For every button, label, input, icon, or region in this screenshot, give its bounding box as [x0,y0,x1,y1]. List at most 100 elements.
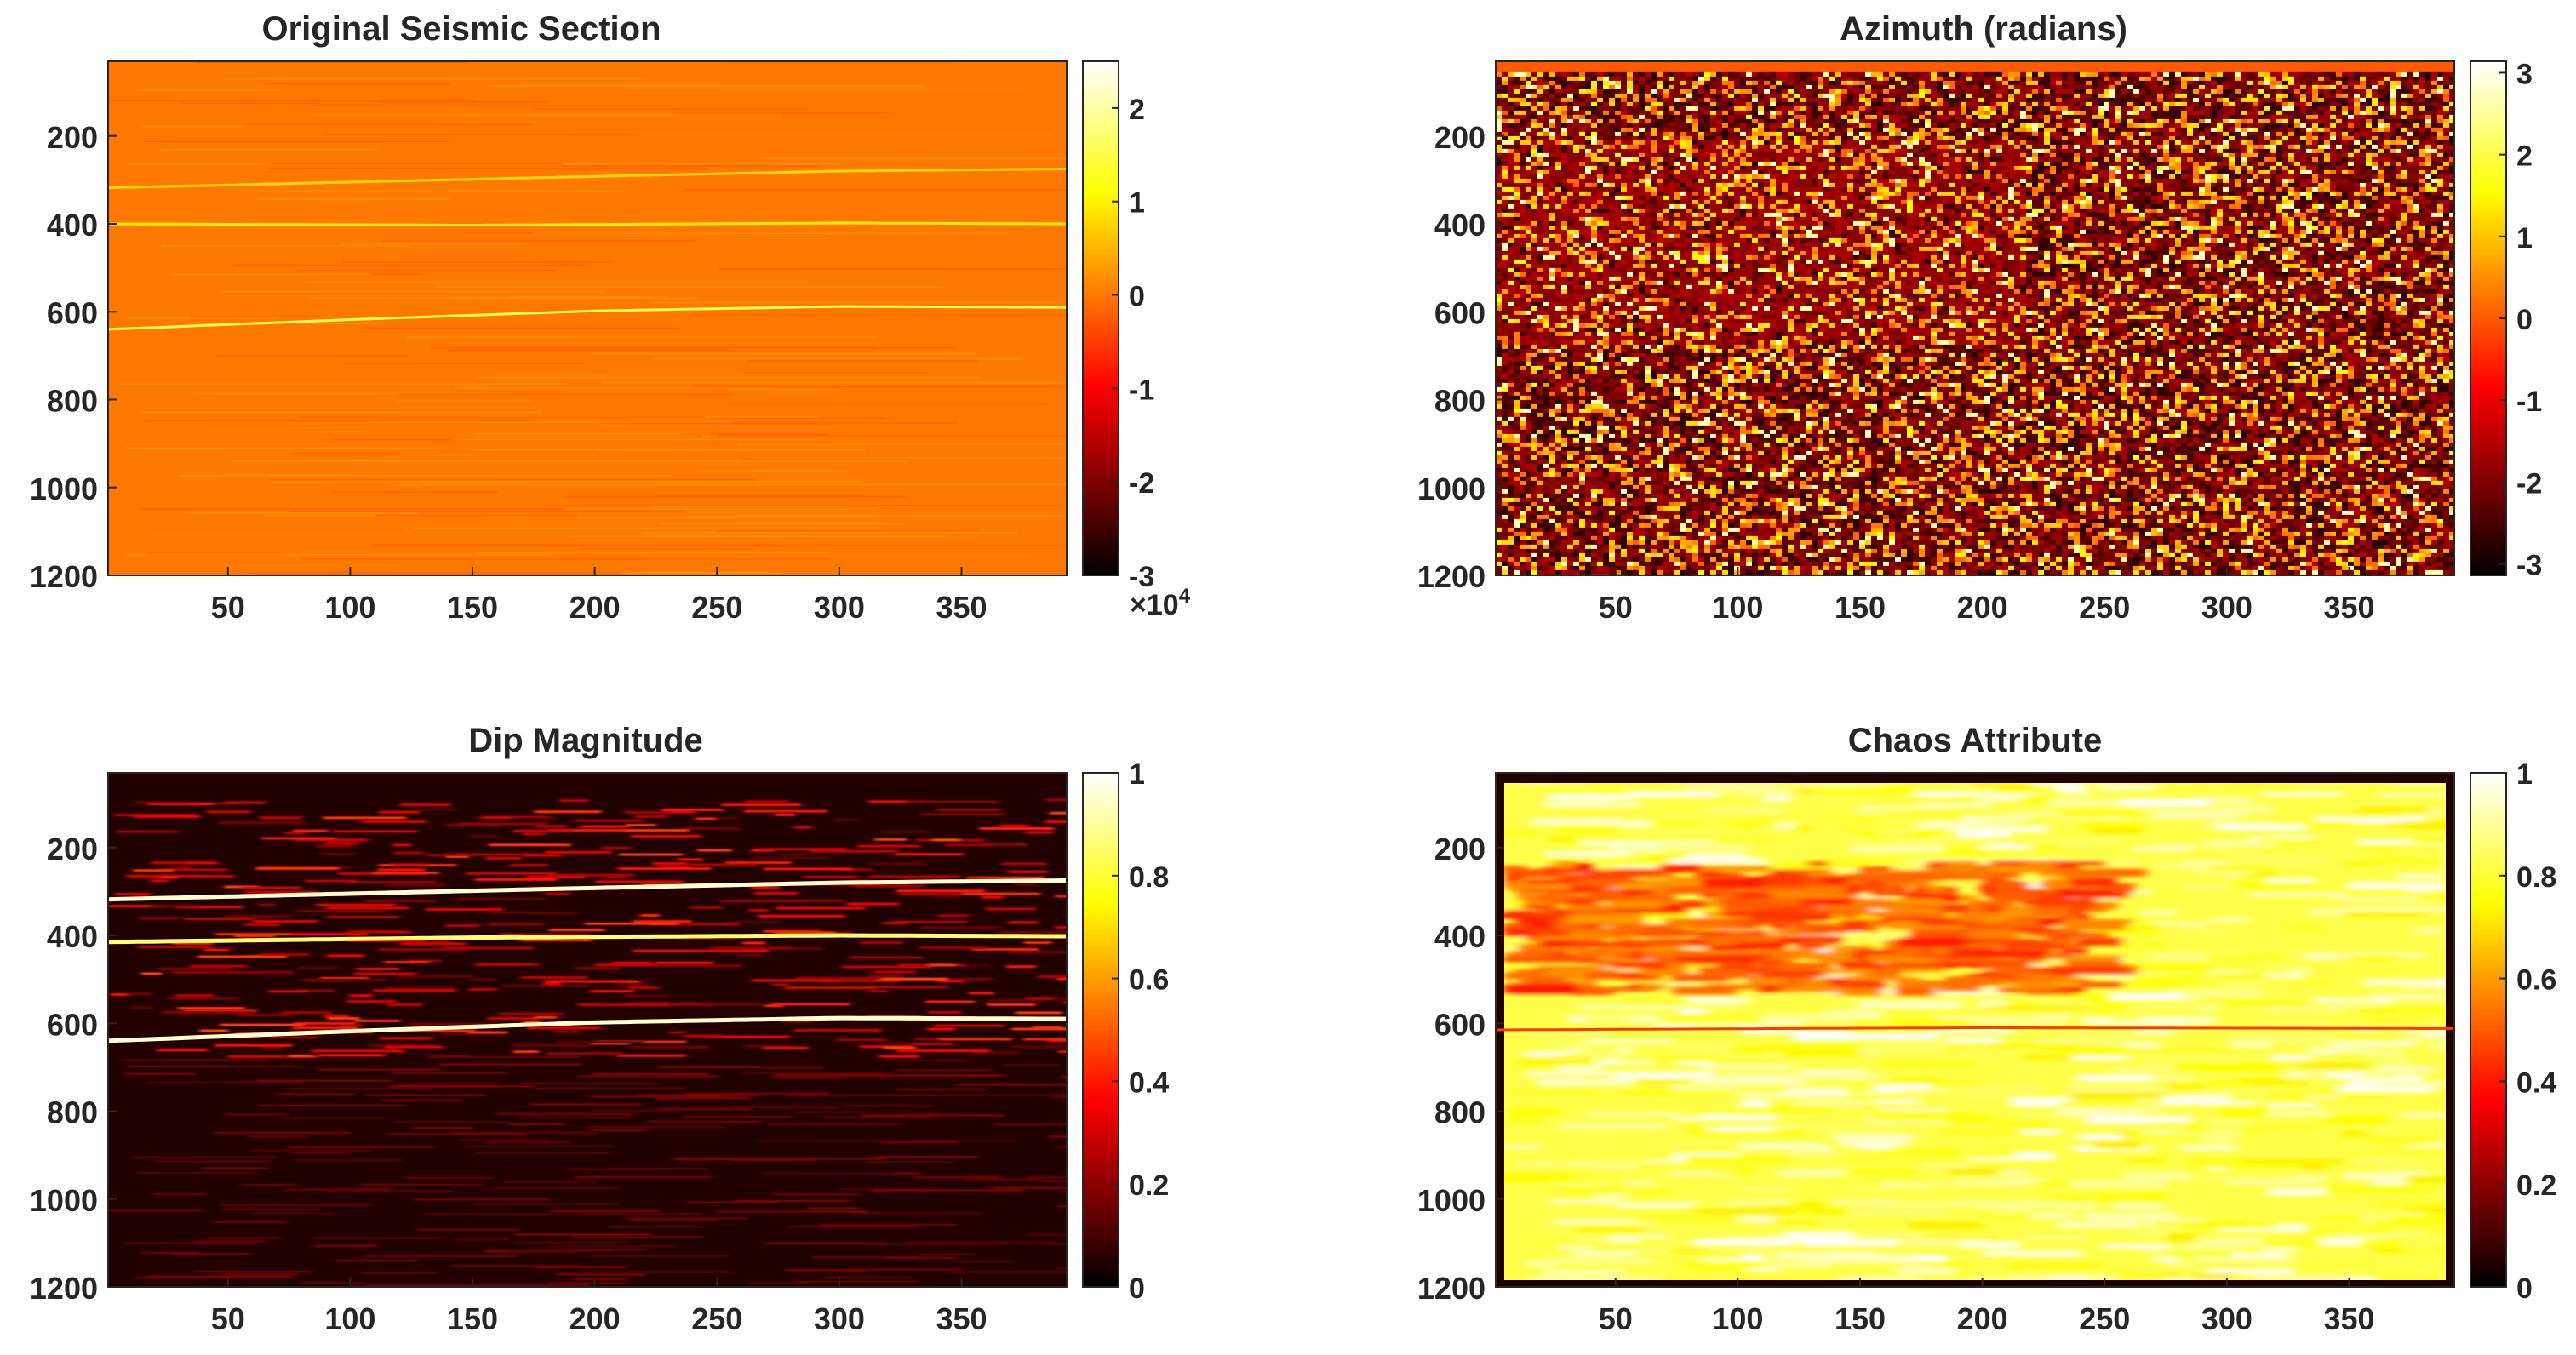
heatmap-cell [2109,135,2116,141]
heatmap-cell [2264,123,2271,129]
heatmap-cell [2139,118,2146,124]
heatmap-cell [1859,123,1866,129]
heatmap-cell [1520,101,1526,107]
heatmap-cell [1806,140,1812,146]
heatmap-cell [1782,84,1789,90]
heatmap-cell [1728,93,1735,99]
heatmap-cell [1508,165,1514,171]
heatmap-cell [1657,195,1663,201]
heatmap-cell [2193,152,2200,158]
heatmap-cell [2443,123,2450,129]
heatmap-cell [1698,186,1705,192]
heatmap-cell [2372,148,2379,154]
heatmap-cell [2062,165,2069,171]
heatmap-cell [1645,169,1652,175]
heatmap-cell [1639,148,1646,154]
heatmap-cell [1615,161,1622,167]
heatmap-cell [2312,157,2319,163]
heatmap-cell [2050,152,2057,158]
heatmap-cell [1585,186,1592,192]
heatmap-cell [2032,97,2039,103]
heatmap-cell [1531,174,1538,180]
heatmap-cell [1847,152,1854,158]
heatmap-cell [1722,182,1729,188]
heatmap-cell [2092,186,2098,192]
heatmap-cell [2092,84,2098,90]
heatmap-cell [1645,144,1652,150]
heatmap-cell [1865,131,1872,137]
heatmap-cell [2008,140,2015,146]
heatmap-cell [1549,178,1556,184]
heatmap-cell [1549,101,1556,107]
heatmap-cell [1990,76,1997,82]
heatmap-cell [1895,174,1902,180]
heatmap-cell [1615,118,1622,124]
trace-band [722,484,1067,486]
heatmap-cell [2086,101,2092,107]
heatmap-cell [1865,118,1872,124]
heatmap-cell [1835,186,1842,192]
heatmap-cell [1555,131,1562,137]
heatmap-cell [2151,157,2158,163]
heatmap-cell [1835,123,1842,129]
heatmap-cell [1931,93,1938,99]
heatmap-cell [1645,97,1652,103]
heatmap-cell [1597,118,1604,124]
heatmap-cell [1800,118,1806,124]
heatmap-cell [1925,165,1932,171]
heatmap-cell [2151,131,2158,137]
heatmap-cell [1609,114,1616,120]
heatmap-cell [1615,114,1622,120]
heatmap-cell [1531,118,1538,124]
heatmap-cell [2211,101,2218,107]
heatmap-cell [2080,157,2087,163]
trace-band [737,443,1067,446]
heatmap-cell [1585,93,1592,99]
heatmap-cell [2324,101,2331,107]
heatmap-cell [1579,131,1586,137]
heatmap-cell [2026,93,2033,99]
heatmap-cell [1823,186,1830,192]
heatmap-cell [2032,161,2039,167]
heatmap-cell [1722,186,1729,192]
heatmap-cell [2169,84,2176,90]
heatmap-cell [1526,148,1532,154]
heatmap-cell [1943,161,1949,167]
heatmap-cell [2288,123,2295,129]
heatmap-cell [2276,76,2283,82]
heatmap-cell [2086,148,2092,154]
heatmap-cell [1877,84,1884,90]
heatmap-cell [1841,165,1848,171]
heatmap-cell [1621,140,1628,146]
heatmap-cell [2241,114,2247,120]
heatmap-cell [1996,195,2003,201]
heatmap-cell [2068,169,2075,175]
heatmap-cell [2324,93,2331,99]
heatmap-cell [2074,152,2081,158]
heatmap-cell [2151,186,2158,192]
heatmap-cell [2181,191,2188,197]
heatmap-cell [1579,174,1586,180]
heatmap-cell [2050,191,2057,197]
heatmap-cell [1502,135,1508,141]
heatmap-cell [2235,148,2241,154]
heatmap-cell [1823,174,1830,180]
heatmap-cell [2145,174,2152,180]
heatmap-cell [2401,114,2408,120]
heatmap-cell [2378,89,2384,94]
heatmap-cell [1543,186,1550,192]
heatmap-cell [1609,76,1616,82]
heatmap-cell [1901,135,1908,141]
heatmap-cell [1710,165,1717,171]
heatmap-cell [2425,71,2432,77]
heatmap-cell [2002,161,2009,167]
heatmap-cell [1657,118,1663,124]
heatmap-cell [1645,178,1652,184]
heatmap-cell [2229,71,2235,77]
heatmap-cell [1955,131,1961,137]
heatmap-cell [2115,71,2122,77]
trace-band [495,374,919,375]
heatmap-cell [2401,174,2408,180]
heatmap-cell [2348,110,2355,116]
heatmap-cell [2407,174,2414,180]
